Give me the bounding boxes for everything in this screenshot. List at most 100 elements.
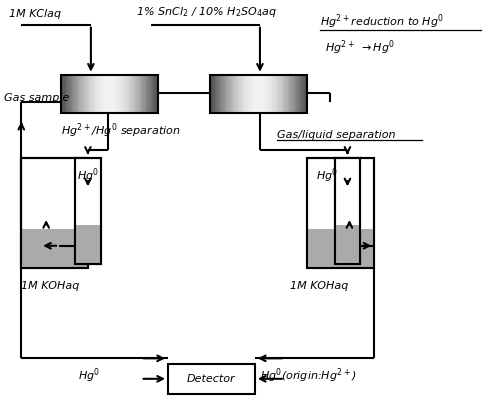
Bar <box>77 75 78 113</box>
Bar <box>227 75 228 113</box>
Bar <box>234 75 236 113</box>
Bar <box>267 75 268 113</box>
Text: $Hg^{2+}$ $\rightarrow$$Hg^0$: $Hg^{2+}$ $\rightarrow$$Hg^0$ <box>324 39 395 57</box>
Bar <box>298 75 300 113</box>
Bar <box>302 75 304 113</box>
Bar <box>334 158 360 264</box>
Bar <box>277 75 278 113</box>
Bar <box>231 75 232 113</box>
Bar <box>147 75 148 113</box>
Text: 1M KOHaq: 1M KOHaq <box>22 281 80 291</box>
Bar <box>154 75 156 113</box>
Bar <box>106 75 108 113</box>
Bar <box>90 75 92 113</box>
Bar <box>153 75 154 113</box>
Bar <box>248 75 250 113</box>
Bar <box>292 75 293 113</box>
Bar <box>305 75 306 113</box>
Bar <box>307 158 374 268</box>
Bar <box>216 75 218 113</box>
Bar <box>254 75 256 113</box>
Text: $Hg^0$: $Hg^0$ <box>77 166 100 185</box>
Bar <box>307 229 374 268</box>
Bar <box>124 75 126 113</box>
Bar <box>67 75 68 113</box>
Bar <box>142 75 144 113</box>
Bar <box>102 75 104 113</box>
Bar <box>75 158 101 264</box>
Bar <box>249 75 250 113</box>
Bar <box>22 158 88 268</box>
Bar <box>89 75 90 113</box>
Bar <box>168 364 255 394</box>
Bar <box>61 75 62 113</box>
Bar <box>242 75 243 113</box>
Bar <box>144 75 146 113</box>
Bar <box>130 75 132 113</box>
Bar <box>98 75 100 113</box>
Bar <box>250 75 252 113</box>
Bar <box>117 75 118 113</box>
Bar <box>126 75 127 113</box>
Bar <box>243 75 244 113</box>
Bar <box>246 75 247 113</box>
Bar <box>222 75 224 113</box>
Bar <box>68 75 70 113</box>
Bar <box>282 75 283 113</box>
Bar <box>264 75 265 113</box>
Bar <box>82 75 83 113</box>
Bar <box>95 75 96 113</box>
Text: Gas sample: Gas sample <box>4 93 69 103</box>
Bar <box>79 75 80 113</box>
Bar <box>228 75 230 113</box>
Bar <box>261 75 262 113</box>
Bar <box>306 75 308 113</box>
Bar <box>104 75 106 113</box>
Bar <box>75 158 101 264</box>
Bar <box>96 75 98 113</box>
Bar <box>119 75 120 113</box>
Bar <box>118 75 120 113</box>
Bar <box>292 75 294 113</box>
Text: $Hg^{2+}$/$Hg^0$ separation: $Hg^{2+}$/$Hg^0$ separation <box>61 122 180 140</box>
Bar <box>120 75 122 113</box>
Text: 1M KOHaq: 1M KOHaq <box>290 281 348 291</box>
Bar <box>265 75 266 113</box>
Text: Gas/liquid separation: Gas/liquid separation <box>278 130 396 140</box>
Bar <box>71 75 72 113</box>
Text: $Hg^0$: $Hg^0$ <box>316 166 338 185</box>
Bar <box>22 158 88 268</box>
Bar <box>276 75 277 113</box>
Bar <box>86 75 87 113</box>
Bar <box>271 75 272 113</box>
Bar <box>260 75 262 113</box>
Bar <box>75 225 101 264</box>
Bar <box>86 75 88 113</box>
Bar <box>66 75 68 113</box>
Bar <box>146 75 148 113</box>
Bar <box>284 75 286 113</box>
Text: $Hg^{2+}$reduction to $Hg^0$: $Hg^{2+}$reduction to $Hg^0$ <box>320 12 444 31</box>
Bar <box>286 75 287 113</box>
Bar <box>220 75 222 113</box>
Bar <box>132 75 134 113</box>
Bar <box>64 75 66 113</box>
Bar <box>252 75 253 113</box>
Bar <box>262 75 264 113</box>
Bar <box>100 75 102 113</box>
Bar <box>218 75 219 113</box>
Bar <box>123 75 124 113</box>
Bar <box>135 75 136 113</box>
Bar <box>266 75 268 113</box>
Bar <box>270 75 271 113</box>
Bar <box>98 75 99 113</box>
Bar <box>236 75 237 113</box>
Bar <box>83 75 84 113</box>
Bar <box>78 75 80 113</box>
Bar <box>225 75 226 113</box>
Bar <box>152 75 154 113</box>
Bar <box>64 75 65 113</box>
Bar <box>88 75 89 113</box>
Bar <box>132 75 133 113</box>
Bar <box>210 75 212 113</box>
